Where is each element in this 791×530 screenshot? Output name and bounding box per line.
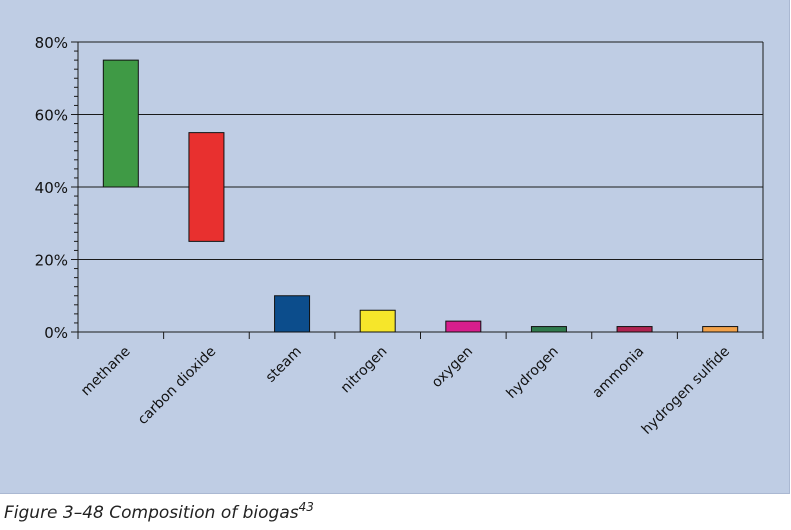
category-label-steam: steam <box>263 344 305 386</box>
category-label-carbon-dioxide: carbon dioxide <box>135 344 219 428</box>
category-label-nitrogen: nitrogen <box>338 344 391 397</box>
y-tick-label-40: 40% <box>35 179 68 197</box>
bar-hydrogen <box>530 326 567 333</box>
y-tick-label-80: 80% <box>35 34 68 52</box>
y-tick-label-0: 0% <box>44 324 68 342</box>
category-label-hydrogen-sulfide: hydrogen sulfide <box>639 344 733 438</box>
caption-text: Figure 3–48 Composition of biogas <box>4 503 299 523</box>
y-tick-label-20: 20% <box>35 252 68 270</box>
bar-nitrogen <box>359 309 396 333</box>
category-label-hydrogen: hydrogen <box>503 344 561 402</box>
bar-hydrogen-sulfide <box>702 326 739 333</box>
category-label-ammonia: ammonia <box>590 344 648 402</box>
bar-ammonia <box>616 326 653 333</box>
caption-footnote-ref: 43 <box>298 500 314 514</box>
bar-oxygen <box>445 320 482 333</box>
bar-carbon-dioxide <box>188 132 225 242</box>
category-label-oxygen: oxygen <box>429 344 476 391</box>
chart-panel: 0% 20% 40% 60% 80% methane carbon dioxide steam… <box>0 0 790 494</box>
figure-caption: Figure 3–48 Composition of biogas43 <box>4 500 314 523</box>
bar-chart: 0% 20% 40% 60% 80% methane carbon dioxide steam… <box>35 34 764 438</box>
category-label-methane: methane <box>78 344 134 400</box>
bar-methane <box>102 59 139 188</box>
y-tick-label-60: 60% <box>35 107 68 125</box>
bar-steam <box>274 295 311 333</box>
